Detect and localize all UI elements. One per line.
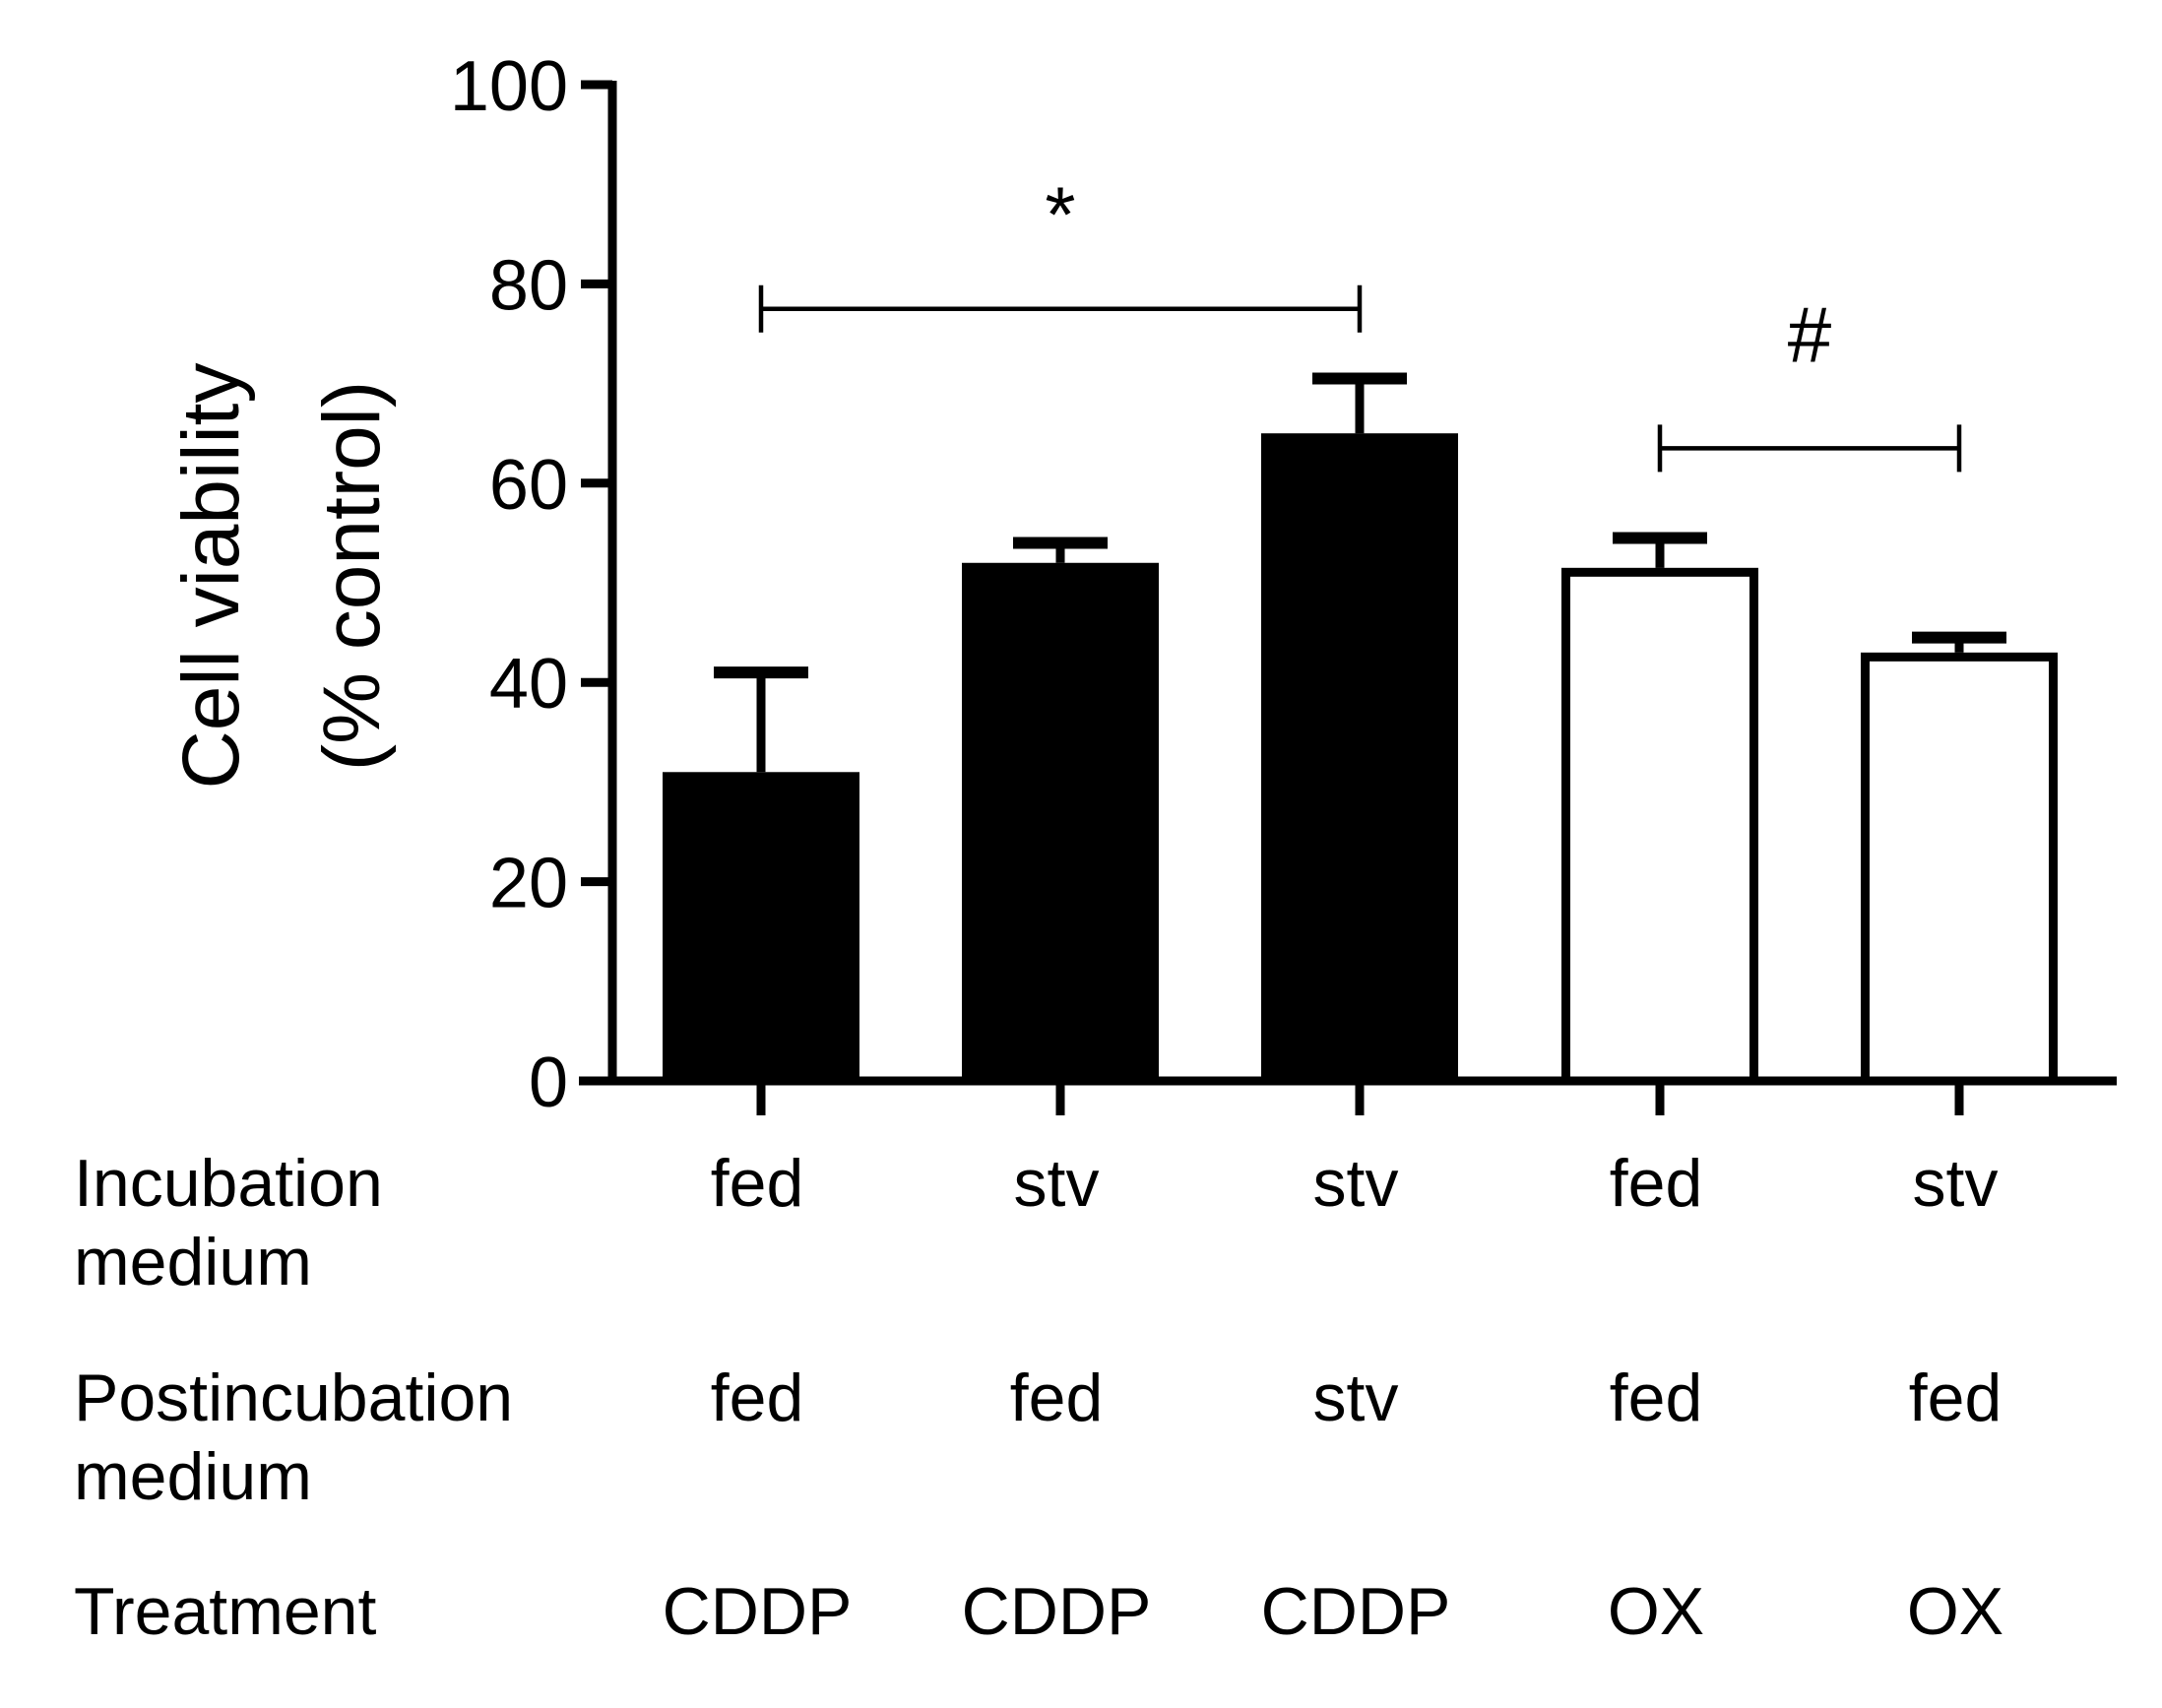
bar [1261,433,1458,1081]
condition-cell: CDDP [962,1574,1152,1649]
y-tick-label: 40 [489,645,568,724]
condition-cell: fed [711,1146,804,1221]
condition-cell: OX [1608,1574,1704,1649]
bars [663,372,2058,1086]
row-label: Postincubation [74,1360,513,1435]
row-label: Incubation [74,1146,383,1221]
significance-label: * [1045,171,1075,259]
condition-cell: fed [1610,1146,1703,1221]
condition-cell: fed [1909,1360,2003,1435]
x-ticks [756,1081,1964,1115]
condition-cell: fed [711,1360,804,1435]
y-tick-label: 80 [489,246,568,325]
y-axis-label: Cell viability (% control) [166,363,397,790]
y-tick-label: 100 [450,47,568,126]
bar [1561,567,1758,1086]
row-label: medium [74,1225,312,1299]
condition-cell: stv [1913,1146,1999,1221]
significance-annotations: *# [758,171,1962,473]
significance-label: # [1788,290,1832,378]
y-axis-label-line-1: Cell viability [166,363,256,790]
bar [663,772,859,1081]
row-label: medium [74,1439,312,1514]
bar [1861,652,2058,1086]
y-tick-label: 20 [489,845,568,923]
condition-cell: stv [1313,1146,1399,1221]
y-ticks: 0 20 40 60 80 100 [450,47,612,1122]
condition-cell: CDDP [663,1574,853,1649]
y-tick-label: 0 [529,1044,568,1122]
condition-cell: fed [1010,1360,1104,1435]
y-axis-label-line-2: (% control) [307,381,397,771]
y-tick-label: 60 [489,446,568,525]
condition-cell: stv [1313,1360,1399,1435]
condition-cell: fed [1610,1360,1703,1435]
condition-cell: stv [1014,1146,1100,1221]
bar [962,562,1159,1081]
condition-cell: OX [1907,1574,2003,1649]
condition-cell: CDDP [1261,1574,1451,1649]
row-label: Treatment [74,1574,376,1649]
